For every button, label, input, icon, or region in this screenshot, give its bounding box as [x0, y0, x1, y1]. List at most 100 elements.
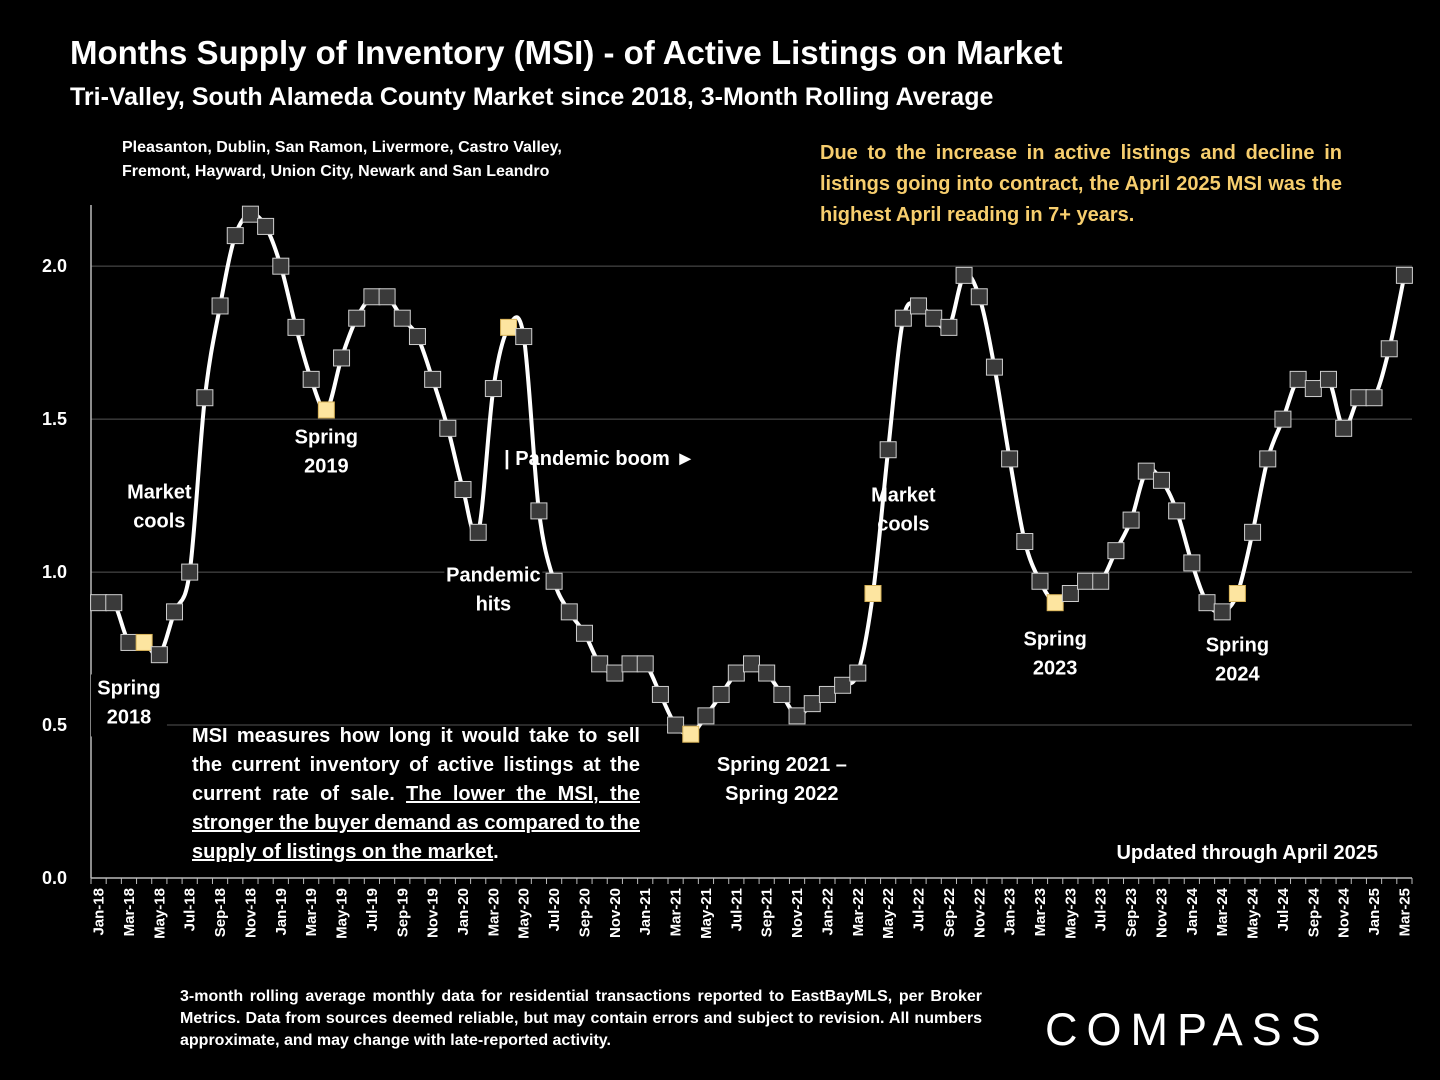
data-point	[1107, 542, 1125, 560]
annotation-label: 2018	[107, 706, 152, 728]
data-point	[1152, 471, 1170, 489]
x-tick-label: Jan-19	[273, 888, 290, 936]
x-tick-label: May-22	[880, 888, 897, 939]
data-point	[181, 563, 199, 581]
data-point	[1077, 572, 1095, 590]
x-tick-label: Mar-22	[850, 888, 867, 936]
x-tick-label: Jul-23	[1093, 888, 1110, 931]
data-point	[1061, 585, 1079, 603]
data-point	[970, 288, 988, 306]
x-tick-label: May-23	[1062, 888, 1079, 939]
data-point	[1395, 266, 1413, 284]
annotation-label: Pandemic	[446, 564, 540, 586]
msi-explanation-underlined: The lower the MSI, the stronger the buye…	[192, 783, 640, 863]
data-point	[803, 695, 821, 713]
chart-subtitle: Tri-Valley, South Alameda County Market …	[70, 83, 994, 111]
x-tick-label: Jan-24	[1184, 887, 1201, 935]
region-list: Pleasanton, Dublin, San Ramon, Livermore…	[122, 136, 642, 184]
data-point	[484, 380, 502, 398]
x-tick-label: May-20	[516, 888, 533, 939]
data-point	[90, 594, 108, 612]
annotation-backdrop	[121, 478, 198, 541]
annotation-label: Spring	[1206, 635, 1269, 657]
data-point	[226, 227, 244, 245]
x-tick-label: Nov-22	[971, 888, 988, 938]
data-point	[378, 288, 396, 306]
y-tick-label: 0.0	[42, 868, 67, 888]
x-tick-label: Nov-21	[789, 888, 806, 938]
data-point	[575, 624, 593, 642]
x-tick-label: Nov-24	[1336, 887, 1353, 938]
annotation-backdrop	[444, 561, 543, 624]
annotation-backdrop	[705, 750, 859, 813]
data-point	[1016, 533, 1034, 550]
data-point	[985, 358, 1003, 376]
annotation-label: | Pandemic boom ►	[504, 448, 695, 470]
data-point	[272, 257, 290, 275]
y-tick-label: 1.0	[42, 562, 67, 582]
x-tick-label: Sep-23	[1123, 888, 1140, 937]
data-point	[940, 318, 958, 336]
annotation-label: 2019	[304, 456, 349, 478]
data-point	[333, 349, 351, 367]
highlighted-data-point	[317, 401, 335, 419]
x-tick-label: May-21	[698, 888, 715, 939]
compass-logo: COMPASS	[1045, 1004, 1330, 1055]
highlighted-data-point	[500, 318, 518, 336]
data-point	[348, 309, 366, 327]
data-point	[515, 328, 533, 346]
data-point	[1031, 572, 1049, 590]
data-point	[879, 441, 897, 459]
data-point	[166, 603, 184, 621]
data-point	[910, 297, 928, 315]
data-point	[105, 594, 123, 612]
data-point	[818, 685, 836, 703]
data-point	[1365, 389, 1383, 407]
annotation-label: Spring	[1024, 629, 1087, 651]
data-point	[894, 309, 912, 327]
data-point	[257, 217, 275, 235]
data-point	[1335, 419, 1353, 437]
data-point	[1198, 594, 1216, 612]
data-point	[1274, 410, 1292, 428]
data-point	[424, 370, 442, 388]
highlighted-data-point	[1046, 594, 1064, 612]
data-point	[363, 288, 381, 306]
x-tick-label: Jan-22	[819, 888, 836, 936]
annotation-label: Spring	[97, 677, 160, 699]
data-point	[287, 318, 305, 336]
annotation-label: Spring 2021 –	[717, 754, 847, 776]
annotation-label: cools	[133, 511, 185, 533]
annotation-label: Market	[871, 485, 936, 507]
region-line-2: Fremont, Hayward, Union City, Newark and…	[122, 163, 550, 180]
chart-title: Months Supply of Inventory (MSI) - of Ac…	[70, 34, 1063, 71]
x-tick-label: Mar-18	[121, 888, 138, 936]
data-point	[743, 655, 760, 673]
data-point	[1350, 389, 1368, 407]
region-line-1: Pleasanton, Dublin, San Ramon, Livermore…	[122, 139, 562, 156]
x-tick-label: Jan-23	[1002, 888, 1019, 936]
x-tick-label: Jan-18	[91, 888, 108, 936]
x-tick-label: Sep-20	[576, 888, 593, 937]
data-point	[469, 523, 487, 541]
annotation-backdrop	[90, 674, 167, 737]
x-tick-label: Jul-18	[182, 888, 199, 931]
data-point	[925, 309, 943, 327]
x-tick-label: Nov-23	[1153, 888, 1170, 938]
x-tick-label: Nov-19	[425, 888, 442, 938]
data-point	[1380, 340, 1398, 358]
data-point	[788, 707, 806, 725]
x-tick-label: Mar-24	[1214, 887, 1231, 936]
x-tick-label: Jul-21	[728, 888, 745, 931]
annotation-backdrop	[1199, 631, 1276, 694]
msi-explanation: MSI measures how long it would take to s…	[192, 722, 640, 867]
annotation-label: Spring 2022	[725, 783, 838, 805]
x-tick-label: Nov-18	[242, 888, 259, 938]
data-point	[1304, 380, 1322, 398]
x-tick-label: Jan-20	[455, 888, 472, 936]
data-point	[1001, 450, 1019, 468]
msi-explanation-end: .	[493, 841, 499, 863]
data-point	[758, 664, 776, 682]
x-tick-label: Sep-18	[212, 888, 229, 937]
x-tick-label: Jul-20	[546, 888, 563, 931]
